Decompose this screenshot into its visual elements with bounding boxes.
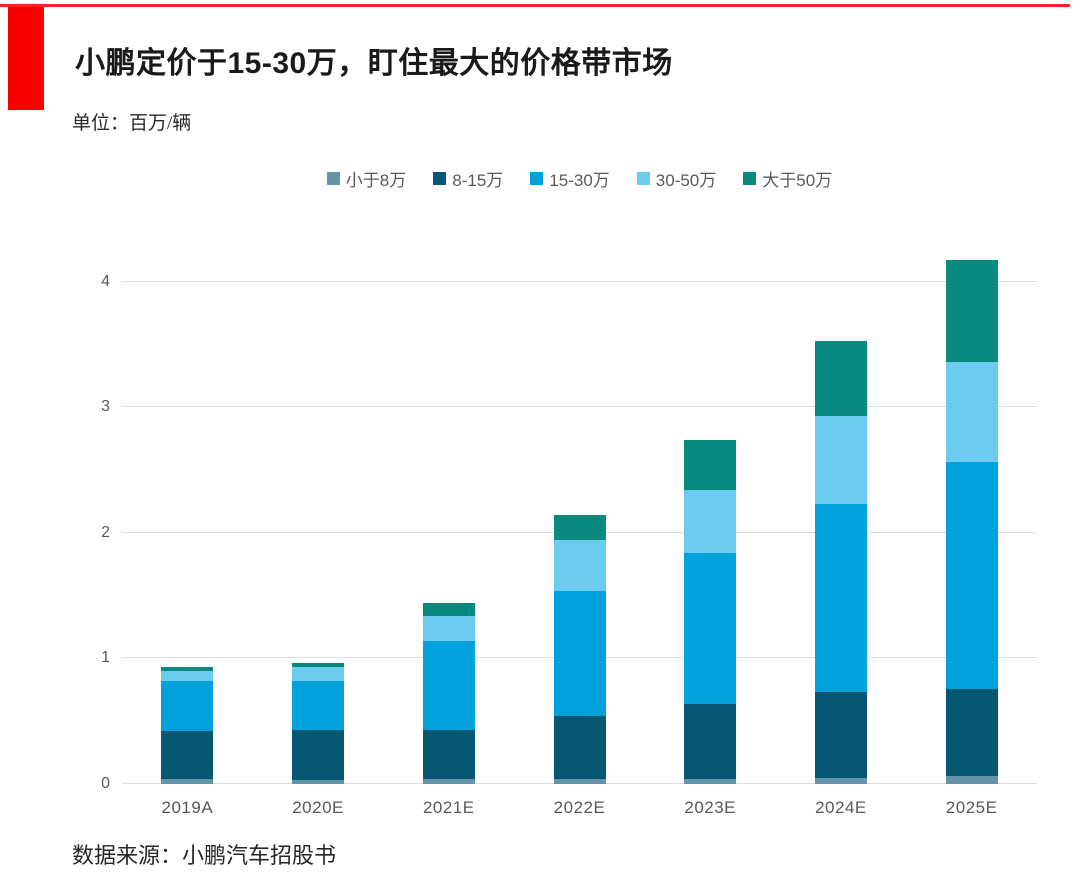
bar-segment-8-15万 xyxy=(553,716,606,779)
bar-2019A xyxy=(161,240,214,784)
x-axis-label: 2023E xyxy=(684,798,737,817)
y-axis-label: 4 xyxy=(101,272,110,290)
legend-item-8-15: 8-15万 xyxy=(433,166,503,191)
bar-segment-小于8万 xyxy=(814,777,867,784)
bar-segment-大于50万 xyxy=(161,667,214,671)
legend-label: 大于50万 xyxy=(762,170,833,190)
x-axis-label: 2020E xyxy=(292,798,344,817)
bar-segment-15-30万 xyxy=(292,681,345,730)
bar-segment-15-30万 xyxy=(161,681,214,732)
bar-segment-8-15万 xyxy=(945,688,998,777)
plot-area: 0 1 2 3 4 2019A 2020E 2021E 2022E 2023E 2024E 2025E xyxy=(101,240,1037,817)
legend-label: 8-15万 xyxy=(452,170,504,190)
bar-segment-大于50万 xyxy=(422,603,475,616)
bar-2021E xyxy=(422,240,475,784)
chart-legend: 小于8万 8-15万 15-30万 30-50万 大于50万 xyxy=(122,166,1037,190)
bar-2020E xyxy=(292,240,345,784)
x-axis-label: 2024E xyxy=(815,798,867,817)
legend-marker-icon xyxy=(743,171,757,185)
bar-segment-30-50万 xyxy=(945,362,998,463)
bar-segment-30-50万 xyxy=(553,540,606,591)
bar-segment-大于50万 xyxy=(553,515,606,541)
bar-2022E xyxy=(553,240,606,784)
bar-segment-8-15万 xyxy=(161,731,214,779)
bar-segment-30-50万 xyxy=(814,416,867,504)
x-axis-label: 2019A xyxy=(161,798,214,817)
bar-segment-小于8万 xyxy=(553,778,606,784)
chart-title: 小鹏定价于15-30万，盯住最大的价格带市场 xyxy=(75,47,673,80)
gridline-y4 xyxy=(122,280,1037,282)
y-axis-label: 0 xyxy=(101,775,110,792)
bar-segment-大于50万 xyxy=(292,663,345,668)
bar-segment-大于50万 xyxy=(684,439,737,491)
unit-label: 单位：百万/辆 xyxy=(72,113,192,134)
bar-segment-15-30万 xyxy=(422,640,475,730)
bar-segment-小于8万 xyxy=(945,776,998,784)
bar-segment-小于8万 xyxy=(684,778,737,784)
bar-segment-15-30万 xyxy=(684,552,737,704)
legend-item-30-50: 30-50万 xyxy=(636,166,717,191)
bar-segment-小于8万 xyxy=(161,778,214,784)
legend-item-gt50: 大于50万 xyxy=(743,166,832,191)
bar-segment-小于8万 xyxy=(292,780,345,784)
bar-2023E xyxy=(684,240,737,784)
top-accent-line xyxy=(0,4,1070,7)
bar-segment-15-30万 xyxy=(814,503,867,693)
source-note: 数据来源：小鹏汽车招股书 xyxy=(72,843,337,868)
bar-2025E xyxy=(945,240,998,784)
bar-segment-8-15万 xyxy=(814,692,867,778)
red-accent-block xyxy=(8,7,44,110)
bar-segment-8-15万 xyxy=(422,730,475,779)
legend-marker-icon xyxy=(530,171,544,185)
legend-marker-icon xyxy=(433,171,447,185)
legend-item-lt8: 小于8万 xyxy=(326,166,407,191)
legend-label: 30-50万 xyxy=(655,170,717,190)
bar-segment-30-50万 xyxy=(292,667,345,682)
y-axis-label: 2 xyxy=(101,523,110,541)
bar-segment-小于8万 xyxy=(422,778,475,784)
legend-item-15-30: 15-30万 xyxy=(530,166,610,191)
x-axis-label: 2022E xyxy=(553,798,606,817)
y-axis-label: 3 xyxy=(101,398,110,416)
legend-marker-icon xyxy=(326,171,340,185)
bar-segment-大于50万 xyxy=(945,260,998,362)
bar-segment-8-15万 xyxy=(292,730,345,781)
bar-2024E xyxy=(814,240,867,784)
bar-segment-30-50万 xyxy=(161,670,214,682)
bar-segment-30-50万 xyxy=(422,615,475,641)
bar-segment-15-30万 xyxy=(553,590,606,717)
y-axis-label: 1 xyxy=(101,649,110,667)
legend-label: 小于8万 xyxy=(345,170,407,190)
gridline-y3 xyxy=(122,406,1037,408)
bar-segment-大于50万 xyxy=(814,340,867,416)
x-axis-label: 2025E xyxy=(945,798,998,817)
legend-marker-icon xyxy=(636,171,650,185)
bar-segment-30-50万 xyxy=(684,490,737,553)
bar-segment-15-30万 xyxy=(945,462,998,689)
legend-label: 15-30万 xyxy=(549,170,610,190)
bar-segment-8-15万 xyxy=(684,703,737,779)
x-axis-label: 2021E xyxy=(422,798,475,817)
